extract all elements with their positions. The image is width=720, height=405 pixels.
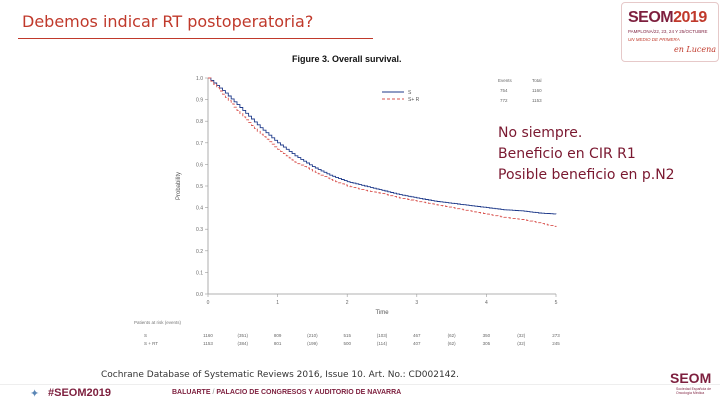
counts-header-total: Total xyxy=(532,78,542,83)
y-tick-label: 0.7 xyxy=(196,141,203,147)
y-tick-label: 0.8 xyxy=(196,119,203,125)
y-tick-label: 0.4 xyxy=(196,206,203,212)
at-risk-value: 350 xyxy=(483,333,491,338)
x-tick-label: 5 xyxy=(555,300,558,306)
citation-caption: Cochrane Database of Systematic Reviews … xyxy=(101,370,459,380)
side-point-2: Beneficio en CIR R1 xyxy=(498,146,636,162)
footer-venue: BALUARTE / PALACIO DE CONGRESOS Y AUDITO… xyxy=(172,389,401,396)
at-risk-value: (62) xyxy=(448,333,457,338)
at-risk-value: (62) xyxy=(448,341,457,346)
twitter-bird-icon: ✦ xyxy=(30,388,40,400)
x-axis-label: Time xyxy=(375,310,389,316)
at-risk-value: 801 xyxy=(274,341,282,346)
seom2019-logo: SEOM2019 PAMPLONA/22, 23, 24 Y 25/OCTUBR… xyxy=(621,2,719,62)
logo-script-line2: en Lucena xyxy=(674,45,717,54)
at-risk-value: 1160 xyxy=(203,333,213,338)
at-risk-value: (210) xyxy=(307,333,318,338)
x-tick-label: 2 xyxy=(346,300,349,306)
counts-events: 772 xyxy=(500,98,508,103)
at-risk-value: 273 xyxy=(552,333,560,338)
survival-curve-s xyxy=(208,77,557,215)
at-risk-value: 500 xyxy=(343,341,351,346)
at-risk-title: Patients at risk (events) xyxy=(134,320,182,325)
at-risk-value: (103) xyxy=(377,333,388,338)
y-tick-label: 0.9 xyxy=(196,98,203,104)
y-tick-label: 0.6 xyxy=(196,162,203,168)
slide-title: Debemos indicar RT postoperatoria? xyxy=(22,12,314,31)
x-tick-label: 4 xyxy=(485,300,488,306)
chart-title: Figure 3. Overall survival. xyxy=(292,54,402,64)
title-underline xyxy=(18,38,373,39)
at-risk-row-label: S xyxy=(144,333,147,338)
overall-survival-chart: Figure 3. Overall survival. 0.0 0.1 0.2 0.3 0… xyxy=(120,48,560,359)
at-risk-value: 245 xyxy=(552,341,560,346)
side-point-1: No siempre. xyxy=(498,125,583,141)
logo-brand-b: 2019 xyxy=(673,9,707,26)
side-points: No siempre. Beneficio en CIR R1 Posible … xyxy=(498,123,675,186)
at-risk-value: (32) xyxy=(517,333,526,338)
seom-corner-subtitle: Sociedad Española de Oncología Médica xyxy=(676,387,712,395)
y-tick-label: 1.0 xyxy=(196,76,203,82)
logo-date-line: PAMPLONA/22, 23, 24 Y 25/OCTUBRE xyxy=(628,29,708,34)
x-tick-label: 1 xyxy=(276,300,279,306)
legend-label: S+ R xyxy=(408,97,420,103)
at-risk-row-label: S + RT xyxy=(144,341,158,346)
y-tick-label: 0.3 xyxy=(196,227,203,233)
counts-events: 754 xyxy=(500,88,508,93)
at-risk-value: 305 xyxy=(483,341,491,346)
seom-corner-logo: SEOM xyxy=(670,370,712,386)
footer-divider xyxy=(0,384,720,385)
y-tick-label: 0.5 xyxy=(196,184,203,190)
venue-b: PALACIO DE CONGRESOS Y AUDITORIO DE NAVA… xyxy=(216,389,402,396)
at-risk-value: 809 xyxy=(274,333,282,338)
counts-header-events: Events xyxy=(498,78,513,83)
venue-a: BALUARTE xyxy=(172,389,211,396)
at-risk-value: 467 xyxy=(413,333,421,338)
y-tick-label: 0.1 xyxy=(196,270,203,276)
counts-total: 1160 xyxy=(532,88,542,93)
venue-separator: / xyxy=(210,389,217,396)
y-tick-label: 0.0 xyxy=(196,292,203,298)
at-risk-value: 407 xyxy=(413,341,421,346)
at-risk-value: 515 xyxy=(343,333,351,338)
x-tick-label: 0 xyxy=(207,300,210,306)
logo-script-line1: UN MEDIO DE PRIMERA xyxy=(628,37,680,42)
at-risk-value: (199) xyxy=(307,341,318,346)
logo-brand-a: SEOM xyxy=(628,9,674,26)
x-tick-label: 3 xyxy=(415,300,418,306)
y-axis-label: Probability xyxy=(176,172,182,200)
legend-label: S xyxy=(408,90,412,96)
logo-wordmark: SEOM2019 xyxy=(628,9,707,27)
survival-plot-svg: Figure 3. Overall survival. 0.0 0.1 0.2 0.3 0… xyxy=(134,54,560,346)
counts-total: 1153 xyxy=(532,98,542,103)
at-risk-value: 1153 xyxy=(203,341,213,346)
at-risk-value: (32) xyxy=(517,341,526,346)
footer-hashtag: #SEOM2019 xyxy=(48,387,111,399)
at-risk-value: (114) xyxy=(377,341,388,346)
y-tick-label: 0.2 xyxy=(196,249,203,255)
at-risk-value: (351) xyxy=(238,333,249,338)
at-risk-value: (384) xyxy=(238,341,249,346)
side-point-3: Posible beneficio en p.N2 xyxy=(498,167,675,183)
